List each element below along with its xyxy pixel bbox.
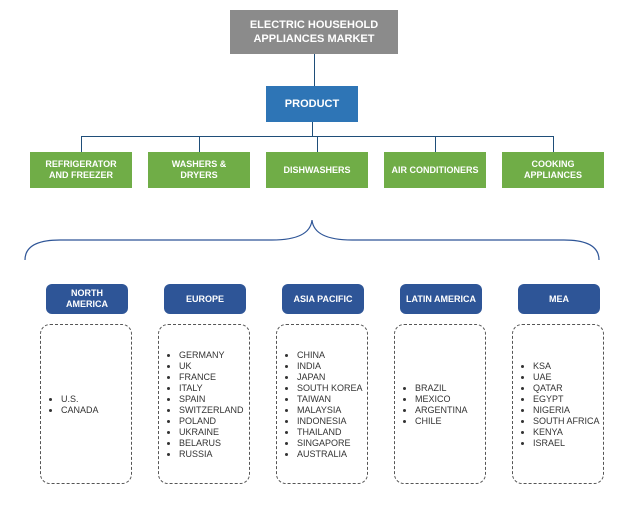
country-list: KSAUAEQATAREGYPTNIGERIASOUTH AFRICAKENYA… <box>519 360 597 449</box>
brace-icon <box>20 210 604 270</box>
connector <box>435 136 436 152</box>
region-label: ASIA PACIFIC <box>293 294 352 305</box>
country-item: FRANCE <box>179 372 243 382</box>
category-box: DISHWASHERS <box>266 152 368 188</box>
country-item: CHINA <box>297 350 361 360</box>
country-item: ISRAEL <box>533 438 597 448</box>
category-label: REFRIGERATOR AND FREEZER <box>36 159 126 181</box>
product-box: PRODUCT <box>266 86 358 122</box>
country-item: ARGENTINA <box>415 405 479 415</box>
category-box: REFRIGERATOR AND FREEZER <box>30 152 132 188</box>
market-title: ELECTRIC HOUSEHOLD APPLIANCES MARKET <box>236 18 392 47</box>
country-item: QATAR <box>533 383 597 393</box>
country-item: KENYA <box>533 427 597 437</box>
country-item: CANADA <box>61 405 125 415</box>
country-item: MALAYSIA <box>297 405 361 415</box>
region-box: EUROPE <box>164 284 246 314</box>
country-list-box: U.S.CANADA <box>40 324 132 484</box>
country-item: AUSTRALIA <box>297 449 361 459</box>
country-list: CHINAINDIAJAPANSOUTH KOREATAIWANMALAYSIA… <box>283 349 361 460</box>
country-item: UKRAINE <box>179 427 243 437</box>
category-label: WASHERS & DRYERS <box>154 159 244 181</box>
category-label: DISHWASHERS <box>283 165 350 176</box>
category-box: COOKING APPLIANCES <box>502 152 604 188</box>
region-box: NORTH AMERICA <box>46 284 128 314</box>
country-item: NIGERIA <box>533 405 597 415</box>
country-item: MEXICO <box>415 394 479 404</box>
country-item: THAILAND <box>297 427 361 437</box>
country-item: INDIA <box>297 361 361 371</box>
country-item: KSA <box>533 361 597 371</box>
country-item: EGYPT <box>533 394 597 404</box>
region-box: MEA <box>518 284 600 314</box>
country-item: GERMANY <box>179 350 243 360</box>
product-label: PRODUCT <box>285 98 339 110</box>
country-item: UAE <box>533 372 597 382</box>
country-list: GERMANYUKFRANCEITALYSPAINSWITZERLANDPOLA… <box>165 349 243 460</box>
connector <box>81 136 82 152</box>
region-label: EUROPE <box>186 294 224 305</box>
market-title-box: ELECTRIC HOUSEHOLD APPLIANCES MARKET <box>230 10 398 54</box>
region-label: LATIN AMERICA <box>406 294 476 305</box>
connector <box>199 136 200 152</box>
country-list: U.S.CANADA <box>47 393 125 416</box>
country-item: BELARUS <box>179 438 243 448</box>
country-list-box: BRAZILMEXICOARGENTINACHILE <box>394 324 486 484</box>
country-item: BRAZIL <box>415 383 479 393</box>
country-item: UK <box>179 361 243 371</box>
category-label: AIR CONDITIONERS <box>391 165 478 176</box>
country-list: BRAZILMEXICOARGENTINACHILE <box>401 382 479 427</box>
country-list-box: CHINAINDIAJAPANSOUTH KOREATAIWANMALAYSIA… <box>276 324 368 484</box>
region-box: LATIN AMERICA <box>400 284 482 314</box>
country-item: TAIWAN <box>297 394 361 404</box>
region-label: NORTH AMERICA <box>52 288 122 310</box>
category-box: WASHERS & DRYERS <box>148 152 250 188</box>
country-item: SOUTH AFRICA <box>533 416 597 426</box>
country-item: JAPAN <box>297 372 361 382</box>
category-box: AIR CONDITIONERS <box>384 152 486 188</box>
connector <box>553 136 554 152</box>
country-list-box: KSAUAEQATAREGYPTNIGERIASOUTH AFRICAKENYA… <box>512 324 604 484</box>
country-item: POLAND <box>179 416 243 426</box>
country-item: CHILE <box>415 416 479 426</box>
connector <box>312 122 313 136</box>
country-item: SWITZERLAND <box>179 405 243 415</box>
country-item: U.S. <box>61 394 125 404</box>
connector <box>317 136 318 152</box>
country-item: SOUTH KOREA <box>297 383 361 393</box>
country-item: SPAIN <box>179 394 243 404</box>
country-item: SINGAPORE <box>297 438 361 448</box>
country-item: ITALY <box>179 383 243 393</box>
category-label: COOKING APPLIANCES <box>508 159 598 181</box>
region-box: ASIA PACIFIC <box>282 284 364 314</box>
country-item: RUSSIA <box>179 449 243 459</box>
region-label: MEA <box>549 294 569 305</box>
connector <box>314 54 315 86</box>
country-list-box: GERMANYUKFRANCEITALYSPAINSWITZERLANDPOLA… <box>158 324 250 484</box>
country-item: INDONESIA <box>297 416 361 426</box>
